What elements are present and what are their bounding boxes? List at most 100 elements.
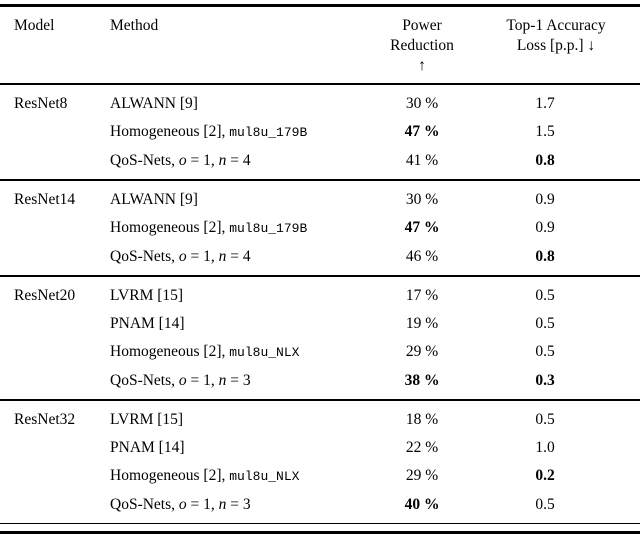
method-math-var: n (218, 496, 227, 513)
model-cell: ResNet20 (14, 287, 76, 304)
loss-header-line2: Loss [p.p.] ↓ (516, 37, 596, 54)
model-group: ResNet20 LVRM [15] 17 % 0.5 PNAM [14] 19 % 0.5… (0, 276, 640, 400)
power-reduction-cell: 47 % (404, 123, 440, 140)
power-reduction-cell: 38 % (404, 372, 440, 389)
accuracy-loss-cell: 0.5 (535, 287, 555, 304)
method-text: ALWANN [9] (110, 95, 198, 112)
method-cell: QoS-Nets, o = 1, n = 3 (110, 367, 372, 400)
power-reduction-cell: 30 % (405, 95, 439, 112)
method-math-var: o (178, 248, 187, 265)
accuracy-loss-cell: 0.3 (535, 372, 555, 389)
method-text: Homogeneous [2], (110, 343, 230, 360)
method-text: QoS-Nets, (110, 372, 179, 389)
accuracy-loss-cell: 0.8 (535, 152, 555, 169)
accuracy-loss-cell: 0.9 (535, 219, 555, 236)
table-row: PNAM [14] 22 % 1.0 (0, 434, 640, 462)
accuracy-loss-cell: 0.5 (535, 496, 555, 513)
power-reduction-cell: 47 % (404, 219, 440, 236)
accuracy-loss-cell: 0.5 (535, 411, 555, 428)
table-row: Homogeneous [2], mul8u_NLX 29 % 0.5 (0, 338, 640, 367)
accuracy-loss-cell: 0.8 (535, 248, 555, 265)
model-group: ResNet8 ALWANN [9] 30 % 1.7 Homogeneous [2],… (0, 84, 640, 180)
accuracy-loss-cell: 0.5 (535, 343, 555, 360)
power-reduction-cell: 22 % (405, 439, 439, 456)
col-header-power: Power Reduction ↑ (372, 6, 472, 85)
power-reduction-cell: 29 % (405, 467, 439, 484)
header-row: Model Method Power Reduction ↑ Top-1 Acc… (0, 6, 640, 85)
table-row: ResNet20 LVRM [15] 17 % 0.5 (0, 276, 640, 310)
method-cell: PNAM [14] (110, 310, 372, 338)
method-mono-text: mul8u_179B (229, 221, 308, 236)
spacer-cell (0, 524, 640, 533)
method-math-var: n (218, 248, 227, 265)
method-text: = 1, (186, 372, 219, 389)
accuracy-loss-cell: 1.7 (535, 95, 555, 112)
results-table: Model Method Power Reduction ↑ Top-1 Acc… (0, 4, 640, 534)
col-header-loss: Top-1 Accuracy Loss [p.p.] ↓ (472, 6, 640, 85)
method-text: Homogeneous [2], (110, 123, 230, 140)
method-math-var: o (178, 496, 187, 513)
method-cell: Homogeneous [2], mul8u_NLX (110, 338, 372, 367)
method-math-var: n (218, 152, 227, 169)
up-arrow-icon: ↑ (418, 57, 426, 74)
method-text: = 3 (226, 496, 251, 513)
table-row: QoS-Nets, o = 1, n = 4 41 % 0.8 (0, 147, 640, 180)
power-reduction-cell: 40 % (404, 496, 440, 513)
accuracy-loss-cell: 0.9 (535, 191, 555, 208)
method-cell: QoS-Nets, o = 1, n = 4 (110, 243, 372, 276)
method-text: LVRM [15] (110, 287, 184, 304)
method-text: ALWANN [9] (110, 191, 198, 208)
method-cell: LVRM [15] (110, 276, 372, 310)
col-header-method: Method (110, 17, 159, 34)
method-cell: ALWANN [9] (110, 180, 372, 214)
method-text: = 4 (226, 248, 251, 265)
power-reduction-cell: 17 % (405, 287, 439, 304)
method-cell: QoS-Nets, o = 1, n = 4 (110, 147, 372, 180)
method-text: = 1, (186, 496, 219, 513)
table-header: Model Method Power Reduction ↑ Top-1 Acc… (0, 6, 640, 85)
table-row: Homogeneous [2], mul8u_179B 47 % 1.5 (0, 118, 640, 147)
power-reduction-cell: 18 % (405, 411, 439, 428)
table-row: Homogeneous [2], mul8u_179B 47 % 0.9 (0, 214, 640, 243)
method-cell: Homogeneous [2], mul8u_NLX (110, 462, 372, 491)
method-math-var: o (178, 152, 187, 169)
method-text: = 1, (186, 152, 219, 169)
model-cell: ResNet8 (14, 95, 68, 112)
method-cell: Homogeneous [2], mul8u_179B (110, 214, 372, 243)
model-group: ResNet32 LVRM [15] 18 % 0.5 PNAM [14] 22 % 1.0… (0, 400, 640, 524)
power-reduction-cell: 19 % (405, 315, 439, 332)
table-row: QoS-Nets, o = 1, n = 3 40 % 0.5 (0, 491, 640, 524)
method-math-var: o (178, 372, 187, 389)
method-cell: PNAM [14] (110, 434, 372, 462)
method-text: Homogeneous [2], (110, 467, 230, 484)
table-row: PNAM [14] 19 % 0.5 (0, 310, 640, 338)
model-group: ResNet14 ALWANN [9] 30 % 0.9 Homogeneous [2]… (0, 180, 640, 276)
spacer-row (0, 524, 640, 533)
power-header-line1: Power (402, 17, 442, 34)
method-text: LVRM [15] (110, 411, 184, 428)
table-row: ResNet8 ALWANN [9] 30 % 1.7 (0, 84, 640, 118)
table-row: QoS-Nets, o = 1, n = 4 46 % 0.8 (0, 243, 640, 276)
method-mono-text: mul8u_NLX (229, 345, 300, 360)
accuracy-loss-cell: 0.5 (535, 315, 555, 332)
method-math-var: n (218, 372, 227, 389)
bottom-rule-spacer (0, 523, 640, 533)
method-text: PNAM [14] (110, 439, 185, 456)
table-row: ResNet14 ALWANN [9] 30 % 0.9 (0, 180, 640, 214)
accuracy-loss-cell: 1.5 (535, 123, 555, 140)
method-text: = 1, (186, 248, 219, 265)
method-cell: LVRM [15] (110, 400, 372, 434)
method-text: = 3 (226, 372, 251, 389)
col-header-model: Model (14, 17, 55, 34)
method-text: PNAM [14] (110, 315, 185, 332)
accuracy-loss-cell: 0.2 (535, 467, 555, 484)
loss-header-line1: Top-1 Accuracy (506, 17, 606, 34)
power-header-line2: Reduction (390, 37, 454, 54)
method-text: Homogeneous [2], (110, 219, 230, 236)
method-mono-text: mul8u_NLX (229, 469, 300, 484)
power-reduction-cell: 29 % (405, 343, 439, 360)
model-cell: ResNet32 (14, 411, 76, 428)
method-text: QoS-Nets, (110, 152, 179, 169)
power-reduction-cell: 46 % (405, 248, 439, 265)
